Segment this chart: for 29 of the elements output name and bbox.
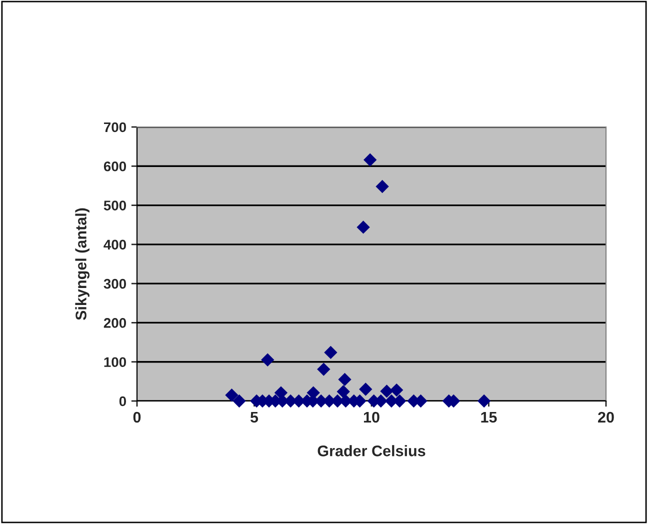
y-tick-label: 600 xyxy=(104,161,126,172)
x-tick-label: 20 xyxy=(598,412,614,423)
y-tick-label: 100 xyxy=(104,357,126,368)
y-tick-label: 400 xyxy=(104,240,126,250)
point xyxy=(261,353,274,366)
y-tick-label: 500 xyxy=(104,200,126,210)
point xyxy=(338,372,352,386)
point xyxy=(390,383,404,397)
point xyxy=(317,362,330,376)
point xyxy=(364,153,377,166)
point xyxy=(232,394,246,408)
x-tick-label: 15 xyxy=(481,412,497,423)
x-tick-label: 10 xyxy=(364,412,380,423)
y-tick-label: 0 xyxy=(119,396,126,406)
x-tick-label: 5 xyxy=(250,412,258,423)
point xyxy=(225,388,238,402)
y-tick-label: 200 xyxy=(104,318,126,328)
y-tick-label: 300 xyxy=(104,278,126,289)
point xyxy=(359,382,372,396)
x-axis-title: Grader Celsius xyxy=(318,445,426,456)
point xyxy=(376,180,389,194)
y-axis-title: Sikyngel (antal) xyxy=(75,208,90,320)
point xyxy=(336,385,350,398)
point xyxy=(380,384,394,398)
point xyxy=(477,394,491,408)
y-tick-label: 700 xyxy=(104,122,126,132)
point xyxy=(324,346,338,360)
point xyxy=(356,220,370,234)
x-tick-label: 0 xyxy=(133,412,141,423)
